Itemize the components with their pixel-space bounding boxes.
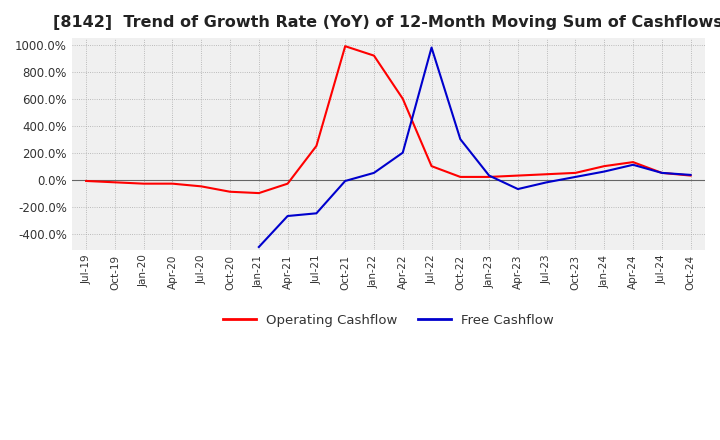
Title: [8142]  Trend of Growth Rate (YoY) of 12-Month Moving Sum of Cashflows: [8142] Trend of Growth Rate (YoY) of 12-…	[53, 15, 720, 30]
Legend: Operating Cashflow, Free Cashflow: Operating Cashflow, Free Cashflow	[217, 308, 559, 332]
